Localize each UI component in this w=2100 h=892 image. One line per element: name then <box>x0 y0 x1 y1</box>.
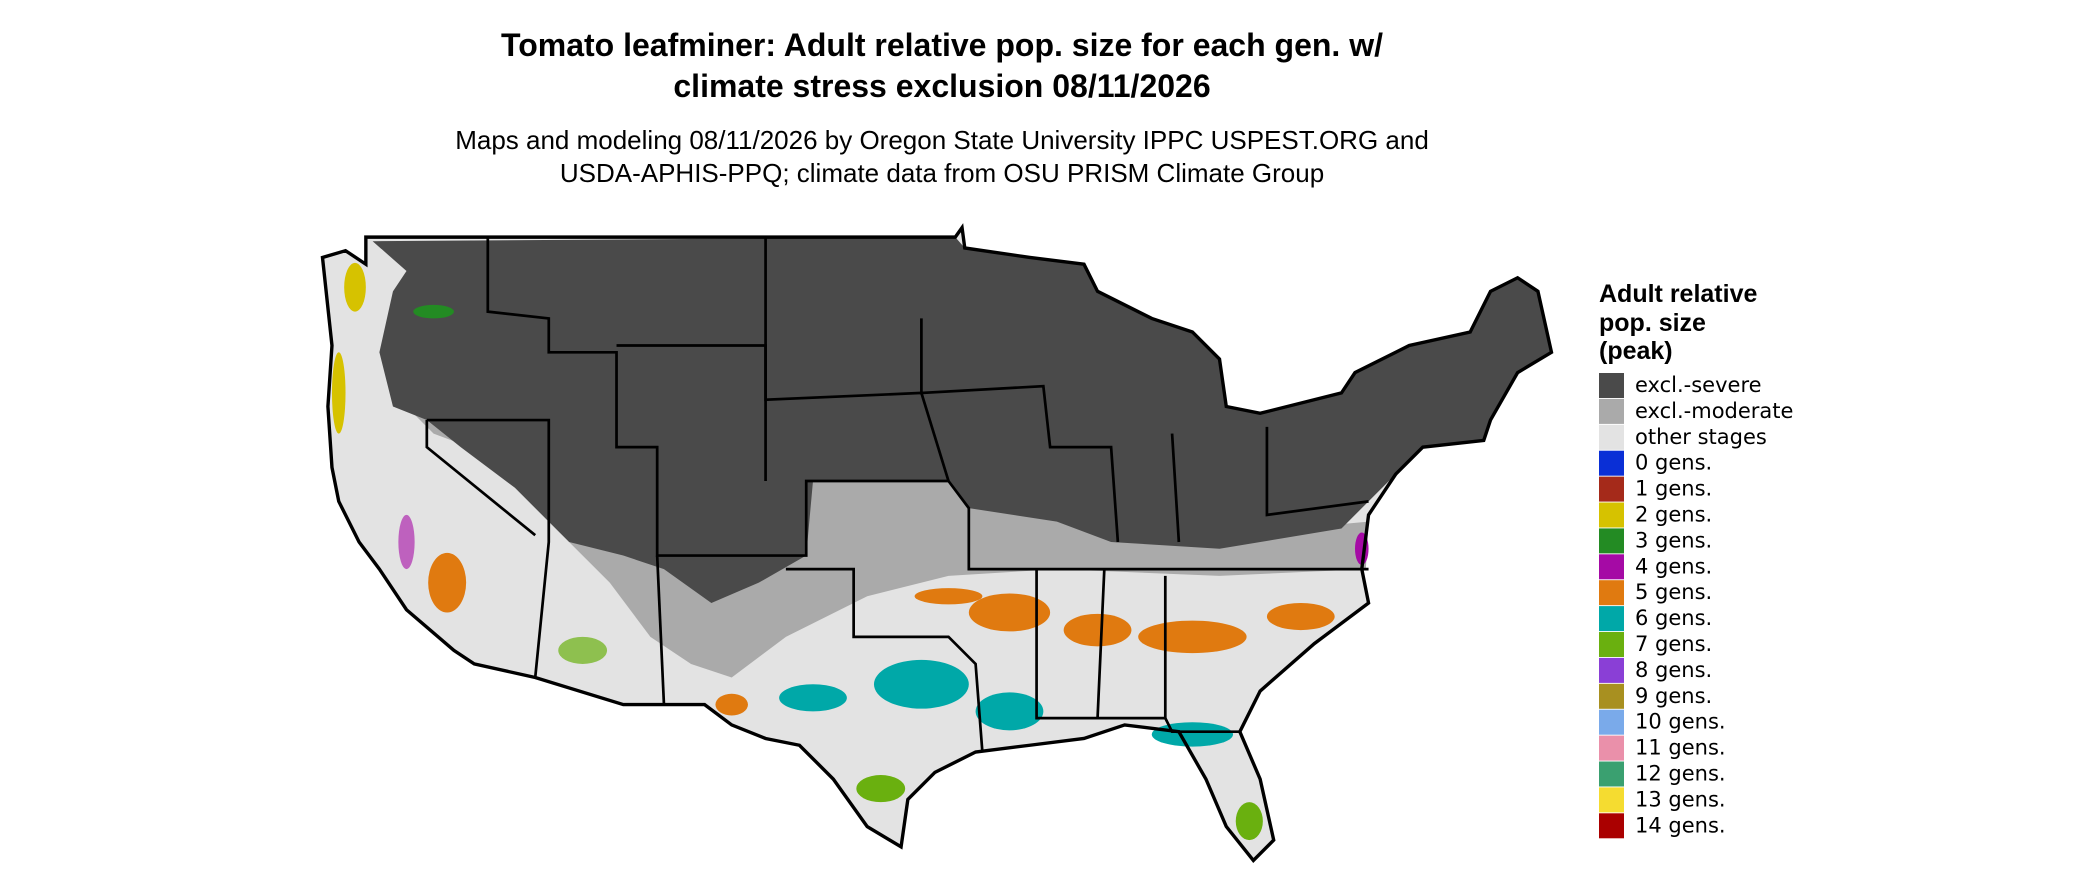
title: climate stress exclusion 08/11/2026 <box>673 68 1210 104</box>
legend-label: 8 gens. <box>1635 658 1712 682</box>
legend-swatch <box>1599 450 1624 476</box>
us-border <box>320 223 1554 863</box>
legend-swatch <box>1599 683 1624 709</box>
legend-label: 3 gens. <box>1635 528 1712 552</box>
legend-label: 6 gens. <box>1635 606 1712 630</box>
legend-swatch <box>1599 735 1624 761</box>
legend-label: 9 gens. <box>1635 684 1712 708</box>
legend-label: 10 gens. <box>1635 710 1726 734</box>
legend-swatch <box>1599 528 1624 554</box>
legend-swatch <box>1599 398 1624 424</box>
legend-label: 13 gens. <box>1635 787 1726 811</box>
legend-swatch <box>1599 709 1624 735</box>
legend-label: excl.-moderate <box>1635 399 1793 423</box>
legend-swatch <box>1599 606 1624 632</box>
legend-label: 7 gens. <box>1635 632 1712 656</box>
legend-swatch <box>1599 632 1624 657</box>
legend-swatch <box>1599 476 1624 502</box>
legend-label: 2 gens. <box>1635 503 1712 527</box>
legend-swatch <box>1599 657 1624 683</box>
legend-swatch <box>1599 373 1624 398</box>
legend-title: pop. size <box>1599 309 1706 337</box>
severe-region <box>372 237 1552 603</box>
legend-label: 4 gens. <box>1635 554 1712 578</box>
subtitle: USDA-APHIS-PPQ; climate data from OSU PR… <box>560 158 1324 188</box>
subtitle: Maps and modeling 08/11/2026 by Oregon S… <box>455 125 1429 155</box>
legend-swatch <box>1599 813 1624 839</box>
legend-swatch <box>1599 787 1624 813</box>
legend-label: 14 gens. <box>1635 813 1726 837</box>
title: Tomato leafminer: Adult relative pop. si… <box>501 27 1383 63</box>
legend-label: 12 gens. <box>1635 762 1726 786</box>
legend-swatch <box>1599 761 1624 787</box>
legend-label: 5 gens. <box>1635 580 1712 604</box>
legend-title: Adult relative <box>1599 280 1757 308</box>
legend-label: 0 gens. <box>1635 451 1712 475</box>
generation-patches <box>331 262 1369 841</box>
legend-swatch <box>1599 580 1624 606</box>
legend-swatch <box>1599 502 1624 528</box>
legend-swatch <box>1599 424 1624 450</box>
map <box>320 223 1554 863</box>
legend-title: (peak) <box>1599 337 1673 365</box>
state-borders <box>425 237 1369 753</box>
legend: Adult relative pop. size (peak) excl.-se… <box>1599 280 1793 839</box>
legend-label: other stages <box>1635 425 1767 449</box>
legend-swatch <box>1599 554 1624 580</box>
legend-label: 1 gens. <box>1635 477 1712 501</box>
legend-label: 11 gens. <box>1635 736 1726 760</box>
legend-label: excl.-severe <box>1635 373 1762 397</box>
